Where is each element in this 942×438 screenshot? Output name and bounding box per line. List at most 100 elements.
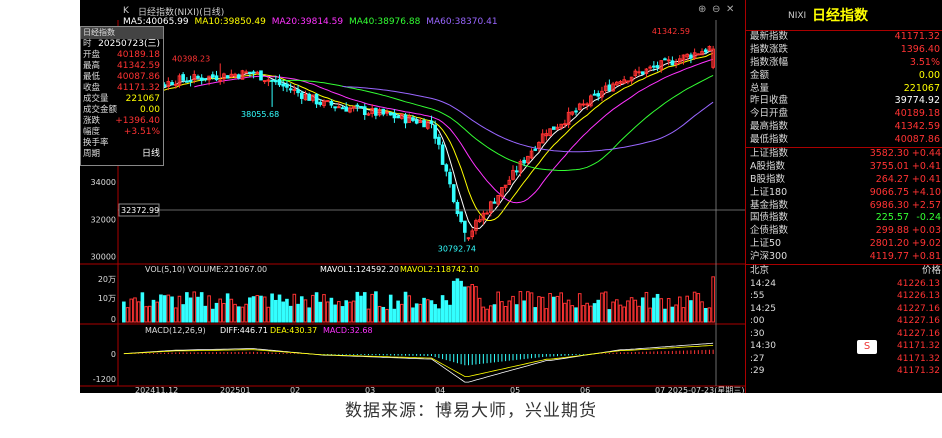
- info-value: +3.51%: [123, 127, 160, 137]
- volume-bar: [166, 294, 171, 323]
- input-method-badge[interactable]: S: [857, 340, 877, 354]
- candle-body: [244, 71, 248, 74]
- index-label: B股指数: [750, 173, 786, 185]
- index-row[interactable]: B股指数 264.27 +0.41: [746, 174, 942, 187]
- index-row[interactable]: 沪深300 4119.77 +0.81: [746, 251, 942, 264]
- index-value: 6986.30: [869, 199, 909, 211]
- zoom-out-button[interactable]: ⊖: [712, 4, 721, 15]
- volume-bar: [503, 305, 508, 323]
- tick-row: 14:30 41171.32: [746, 340, 942, 353]
- volume-bar: [655, 293, 660, 323]
- candle-body: [540, 133, 545, 144]
- candle-body: [503, 184, 508, 188]
- volume-bar: [177, 295, 182, 323]
- candle-body: [429, 120, 434, 124]
- candle-body: [566, 111, 571, 125]
- volume-bar: [640, 297, 645, 323]
- volume-bar: [125, 307, 130, 323]
- volume-bar: [548, 292, 552, 323]
- index-row[interactable]: 上证50 2801.20 +9.02: [746, 238, 942, 251]
- quote-value: 40087.86: [894, 134, 940, 146]
- tick-row: 14:24 41226.13: [746, 278, 942, 291]
- date-axis-label: 03: [365, 386, 375, 393]
- volume-bar: [185, 292, 189, 323]
- candle-body: [307, 93, 311, 101]
- volume-bar: [251, 296, 256, 323]
- info-label: 最低: [83, 72, 101, 82]
- volume-bar: [274, 299, 278, 323]
- volume-bar: [566, 299, 571, 323]
- volume-bar: [444, 300, 449, 323]
- candle-body: [581, 103, 586, 106]
- price-axis-label: 34000: [91, 178, 116, 187]
- volume-bar: [233, 303, 237, 323]
- candle-body: [248, 71, 252, 74]
- volume-bar: [511, 295, 515, 323]
- volume-bar: [481, 306, 486, 323]
- volume-bar: [451, 280, 456, 323]
- tick-time: :00: [750, 316, 765, 327]
- ma40-label: MA40:38976.88: [348, 17, 421, 27]
- volume-bar: [637, 305, 641, 323]
- index-row[interactable]: 上证180 9066.75 +4.10: [746, 187, 942, 200]
- index-row[interactable]: 上证指数 3582.30 +0.44: [746, 148, 942, 161]
- candle-body: [577, 103, 582, 111]
- volume-bar: [133, 297, 137, 323]
- volume-bar: [359, 295, 363, 323]
- zoom-in-button[interactable]: ⊕: [698, 4, 707, 15]
- volume-bar: [348, 301, 352, 323]
- index-value: 299.88: [875, 225, 909, 237]
- volume-bar: [551, 296, 556, 323]
- candle-body: [500, 187, 504, 197]
- index-row[interactable]: 国债指数 225.57 -0.24: [746, 212, 942, 225]
- candle-body: [344, 106, 349, 112]
- volume-bar: [659, 298, 664, 323]
- dea-label: DEA:430.37: [270, 326, 317, 335]
- volume-bar: [459, 280, 463, 323]
- volume-bar: [522, 300, 526, 323]
- volume-bar: [589, 305, 593, 323]
- index-row[interactable]: A股指数 3755.01 +0.41: [746, 161, 942, 174]
- volume-bar: [440, 295, 445, 323]
- tick-time: 14:25: [750, 303, 776, 314]
- symbol-code: NIXI: [788, 11, 807, 21]
- candle-body: [392, 112, 397, 119]
- candle-body: [407, 115, 412, 123]
- info-box: 日经指数 时 20250723(三) 开盘 40189.18 最高 41342.59 最…: [80, 26, 164, 166]
- candle-body: [199, 77, 204, 81]
- volume-bar: [262, 296, 267, 323]
- kline-chart[interactable]: 34000 32000 30000 41342.59 40398.23 38055.68 3…: [80, 0, 745, 393]
- info-label: 收盘: [83, 83, 101, 93]
- candle-body: [548, 128, 552, 136]
- candle-body: [600, 90, 604, 98]
- tick-time: 14:30: [750, 341, 776, 352]
- index-row[interactable]: 企债指数 299.88 +0.03: [746, 225, 942, 238]
- candle-body: [670, 60, 675, 66]
- index-change: -0.24: [916, 212, 941, 224]
- volume-bar: [222, 302, 226, 323]
- index-row[interactable]: 基金指数 6986.30 +2.57: [746, 200, 942, 213]
- quote-value: 221067: [903, 82, 940, 94]
- candle-body: [529, 150, 534, 159]
- info-row: 收盘 41171.32: [81, 83, 163, 94]
- low-annotation: 38055.68: [241, 110, 279, 119]
- candle-body: [644, 68, 649, 74]
- volume-bar: [285, 298, 289, 323]
- candle-body: [377, 109, 382, 116]
- candle-body: [240, 70, 245, 80]
- candle-body: [666, 59, 671, 62]
- tick-price: 41171.32: [897, 341, 940, 352]
- candle-body: [181, 74, 185, 81]
- crosshair-box: [118, 203, 160, 217]
- volume-bar: [411, 307, 415, 323]
- candle-body: [311, 94, 315, 101]
- volume-bar: [288, 305, 293, 323]
- tick-price: 41227.16: [897, 328, 940, 339]
- tick-time: :30: [750, 328, 765, 339]
- volume-bar: [140, 292, 145, 323]
- source-caption: 数据来源：博易大师，兴业期货: [345, 401, 597, 421]
- tick-price: 41171.32: [897, 366, 940, 377]
- quote-value: 3.51%: [909, 56, 940, 68]
- candle-body: [522, 159, 526, 164]
- settings-icon[interactable]: ✕: [726, 4, 735, 15]
